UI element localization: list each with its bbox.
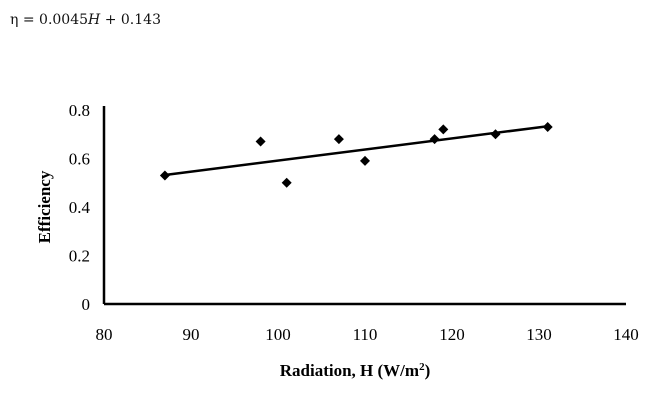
equation-variable: H <box>88 12 101 28</box>
axes <box>102 106 626 306</box>
data-point <box>333 134 344 145</box>
data-point <box>429 134 440 145</box>
equation-plus: + <box>104 12 117 28</box>
data-point <box>542 121 553 132</box>
y-tick-label: 0.6 <box>69 150 90 169</box>
tick-labels: 80 90 100 110 120 130 140 0 0.2 0.4 0.6 0.8 <box>69 101 639 344</box>
x-axis-title: Radiation, H (W/m2) <box>280 361 430 380</box>
y-tick-label: 0.4 <box>69 198 91 217</box>
chart-container: 80 90 100 110 120 130 140 0 0.2 0.4 0.6 0.8 Efficie… <box>30 74 656 394</box>
x-tick-label: 140 <box>613 325 639 344</box>
x-tick-label: 120 <box>439 325 465 344</box>
data-point <box>360 155 370 166</box>
equation-equals: = <box>22 12 35 28</box>
trendline <box>164 125 548 177</box>
data-point <box>159 170 170 181</box>
x-tick-label: 90 <box>183 325 200 344</box>
y-tick-label: 0.2 <box>69 247 90 266</box>
data-points <box>159 121 553 188</box>
data-point <box>281 177 292 188</box>
x-tick-label: 80 <box>96 325 113 344</box>
y-tick-label: 0 <box>82 295 91 314</box>
equation-lhs: η <box>10 12 19 28</box>
trendline-group <box>164 125 548 177</box>
data-point <box>490 129 501 140</box>
y-axis-title: Efficiency <box>35 170 54 243</box>
data-point <box>255 136 266 147</box>
x-tick-label: 130 <box>526 325 552 344</box>
efficiency-vs-radiation-chart: 80 90 100 110 120 130 140 0 0.2 0.4 0.6 0.8 Efficie… <box>35 101 639 380</box>
equation-coefficient: 0.0045 <box>39 12 89 28</box>
regression-equation: η = 0.0045H + 0.143 <box>10 12 161 28</box>
data-point <box>438 124 449 135</box>
y-tick-label: 0.8 <box>69 101 90 120</box>
equation-intercept: 0.143 <box>120 12 161 28</box>
x-tick-label: 100 <box>265 325 291 344</box>
x-tick-label: 110 <box>353 325 378 344</box>
